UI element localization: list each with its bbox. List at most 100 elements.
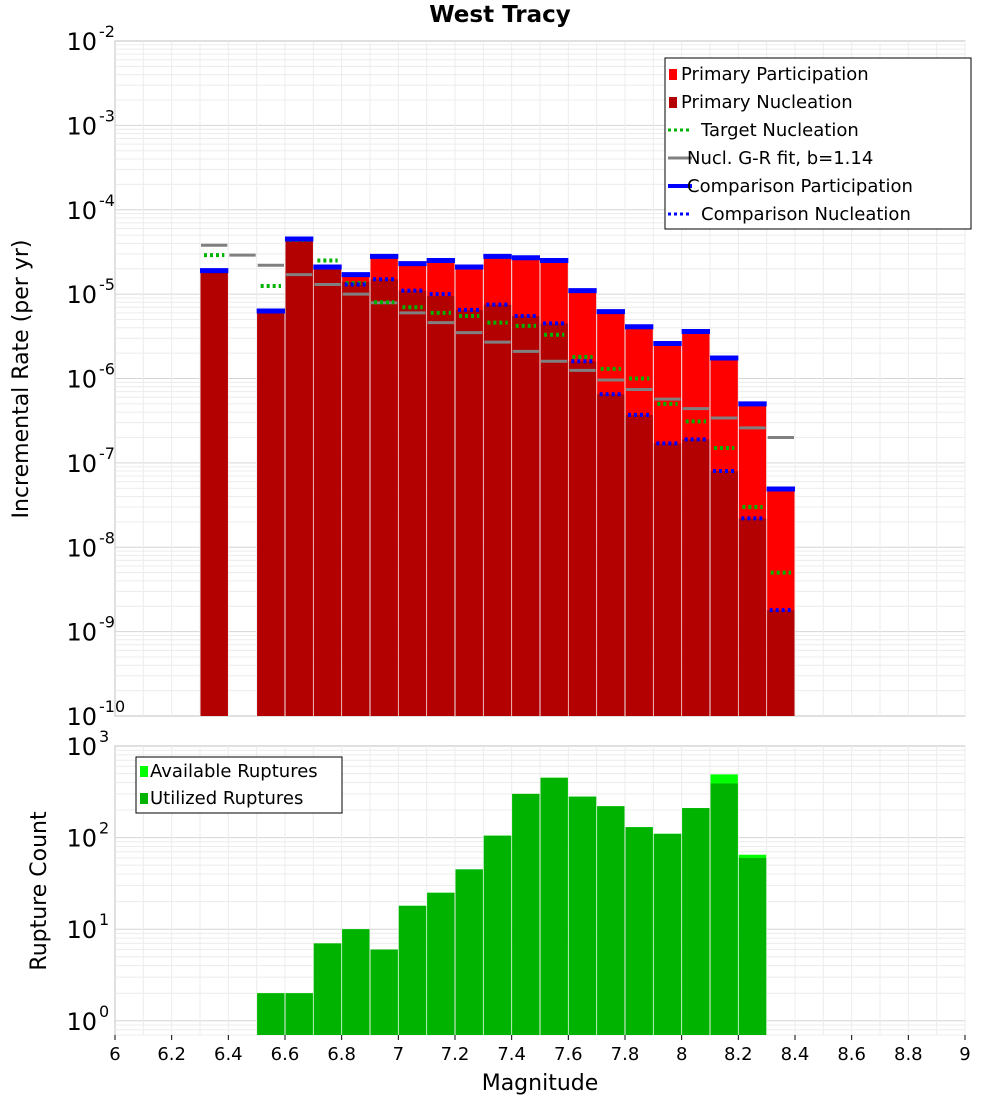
nucleation-bar (285, 241, 313, 717)
legend-swatch-utilized-ruptures (140, 793, 148, 804)
rate-y-tick-exponent: -10 (99, 697, 125, 716)
nucleation-bar (597, 394, 625, 716)
rate-legend-box (664, 57, 972, 230)
rate-y-tick-label: 10 (66, 28, 97, 56)
count-y-tick-label: 10 (66, 916, 97, 944)
x-tick-label: 7.8 (611, 1044, 640, 1065)
nucleation-bar (710, 471, 738, 716)
x-tick-label: 6 (109, 1044, 120, 1065)
rate-y-tick-exponent: -8 (99, 528, 115, 547)
utilized-ruptures-bar (738, 857, 767, 1035)
utilized-ruptures-bar (540, 777, 568, 1035)
nucleation-bar (427, 296, 455, 716)
legend-swatch-available-ruptures (140, 766, 148, 777)
legend-label-available-ruptures: Available Ruptures (150, 761, 318, 782)
utilized-ruptures-bar (653, 833, 682, 1035)
count-y-tick-label: 10 (66, 825, 97, 853)
chart-title: West Tracy (429, 2, 571, 28)
utilized-ruptures-bar (512, 793, 540, 1035)
rate-y-axis-label: Incremental Rate (per yr) (9, 240, 34, 519)
rate-y-tick-label: 10 (66, 534, 97, 562)
nucleation-bar (483, 304, 512, 716)
rate-legend: Primary Participation Primary Nucleation T… (664, 57, 972, 230)
x-tick-label: 8.2 (724, 1044, 753, 1065)
legend-label-comparison-nucleation: Comparison Nucleation (701, 204, 911, 225)
utilized-ruptures-bar (313, 943, 342, 1035)
rate-y-tick-exponent: -9 (99, 613, 115, 632)
utilized-ruptures-bar (398, 905, 427, 1035)
count-y-tick-exponent: 2 (99, 819, 109, 838)
rate-y-tick-label: 10 (66, 366, 97, 394)
count-y-axis-label: Rupture Count (27, 811, 52, 971)
utilized-ruptures-bar (625, 827, 653, 1035)
x-tick-label: 6.4 (214, 1044, 243, 1065)
nucleation-bar (568, 361, 597, 716)
count-y-tick-exponent: 1 (99, 910, 109, 929)
rate-y-tick-exponent: -4 (99, 191, 115, 210)
x-tick-label: 6.8 (327, 1044, 356, 1065)
x-tick-label: 8.4 (781, 1044, 810, 1065)
utilized-ruptures-bar (597, 806, 625, 1035)
rate-y-tick-label: 10 (66, 703, 97, 731)
x-tick-label: 8 (676, 1044, 687, 1065)
nucleation-bar (767, 610, 795, 716)
legend-label-comparison-participation: Comparison Participation (687, 176, 913, 197)
count-plot-bars (257, 774, 767, 1035)
nucleation-bar (540, 323, 568, 716)
nucleation-bar (512, 316, 540, 716)
nucleation-bar (738, 518, 767, 716)
utilized-ruptures-bar (285, 993, 313, 1035)
legend-label-primary-nucleation: Primary Nucleation (681, 92, 853, 113)
nucleation-bar (682, 439, 710, 716)
count-y-tick-exponent: 0 (99, 1002, 109, 1021)
legend-label-utilized-ruptures: Utilized Ruptures (150, 788, 303, 809)
count-y-tick-label: 10 (66, 733, 97, 761)
count-plot-x-ticks: 6 6.2 6.4 6.6 6.8 7 7.2 7.4 7.6 7.8 8 8.2 8.4 8.6 8.8 9 (109, 1035, 971, 1065)
rate-y-tick-label: 10 (66, 112, 97, 140)
x-tick-label: 8.8 (894, 1044, 923, 1065)
legend-label-nucl-g-r-fit-b-1-14: Nucl. G-R fit, b=1.14 (687, 148, 873, 169)
utilized-ruptures-bar (483, 835, 512, 1035)
x-tick-label: 7.4 (497, 1044, 526, 1065)
x-tick-label: 7.6 (554, 1044, 583, 1065)
x-tick-label: 7 (393, 1044, 404, 1065)
rate-y-tick-exponent: -7 (99, 444, 115, 463)
x-tick-label: 6.2 (157, 1044, 186, 1065)
utilized-ruptures-bar (370, 949, 398, 1035)
utilized-ruptures-bar (455, 869, 483, 1035)
utilized-ruptures-bar (568, 796, 597, 1035)
nucleation-bar (313, 268, 342, 716)
rate-y-tick-label: 10 (66, 619, 97, 647)
x-axis-label: Magnitude (482, 1071, 599, 1096)
nucleation-bar (370, 279, 398, 716)
nucleation-bar (455, 309, 483, 716)
rate-y-tick-exponent: -2 (99, 22, 115, 41)
nucleation-bar (200, 272, 228, 716)
count-y-tick-exponent: 3 (99, 727, 109, 746)
utilized-ruptures-bar (682, 808, 710, 1035)
legend-swatch-primary-participation (669, 69, 677, 80)
utilized-ruptures-bar (710, 783, 738, 1035)
legend-swatch-primary-nucleation (669, 97, 677, 108)
rate-y-tick-exponent: -5 (99, 275, 115, 294)
nucleation-bar (257, 312, 285, 716)
x-tick-label: 8.6 (837, 1044, 866, 1065)
utilized-ruptures-bar (257, 993, 285, 1035)
utilized-ruptures-bar (427, 892, 455, 1035)
count-legend: Available Ruptures Utilized Ruptures (135, 756, 343, 814)
rate-y-tick-exponent: -3 (99, 106, 115, 125)
count-y-tick-label: 10 (66, 1008, 97, 1036)
nucleation-bar (342, 281, 370, 716)
legend-label-target-nucleation: Target Nucleation (700, 120, 859, 141)
utilized-ruptures-bar (342, 929, 370, 1035)
nucleation-bar (653, 443, 682, 716)
x-tick-label: 9 (959, 1044, 970, 1065)
x-tick-label: 7.2 (441, 1044, 470, 1065)
rate-y-tick-label: 10 (66, 450, 97, 478)
